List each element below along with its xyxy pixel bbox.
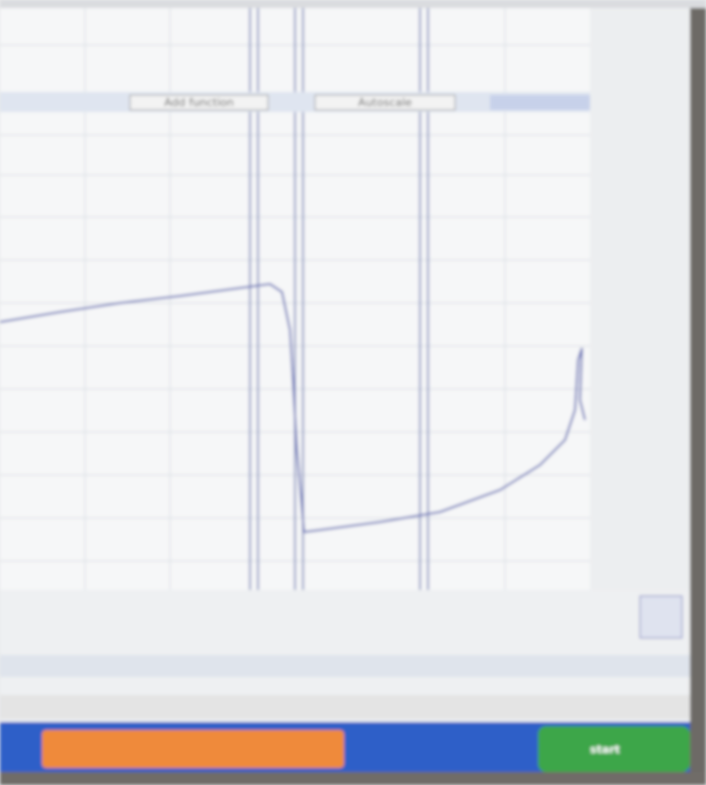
scrollbar: [0, 655, 690, 677]
bottom-bezel: [0, 772, 706, 785]
screen-photo: Add function Autoscale start: [0, 0, 706, 785]
add-function-label: Add function: [164, 96, 234, 109]
autoscale-label: Autoscale: [358, 96, 412, 109]
screen: Add function Autoscale start: [0, 0, 706, 785]
start-label: start: [590, 743, 620, 756]
page: {"toolbar": {"add_function": "Add functi…: [0, 0, 706, 785]
top-strip: [0, 0, 706, 8]
task-button[interactable]: [42, 730, 344, 768]
monitor-bezel: [690, 0, 706, 785]
axis-panel: [590, 8, 690, 590]
status-bar: [0, 695, 690, 719]
icon: [640, 596, 682, 638]
